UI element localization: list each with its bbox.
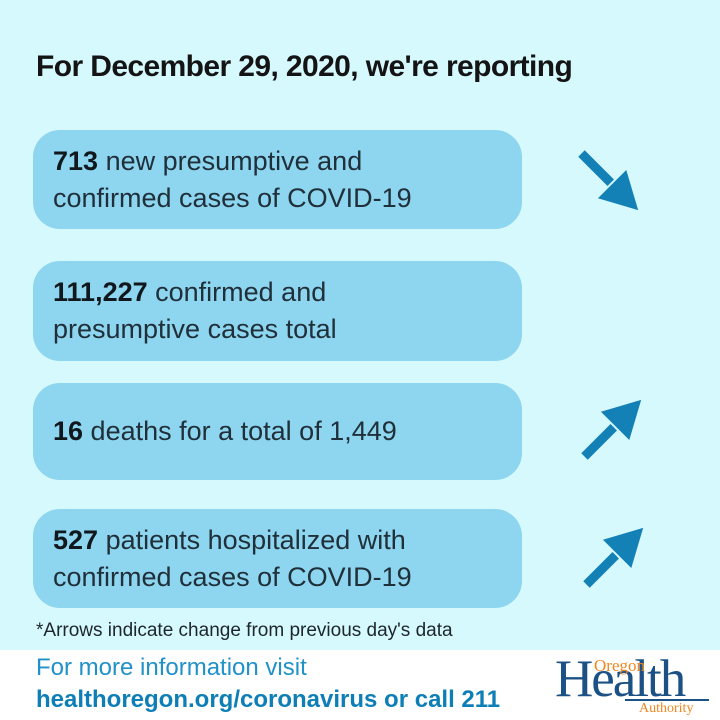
stat-text: 713 new presumptive and confirmed cases … — [53, 143, 412, 217]
oregon-health-authority-logo: Health Oregon Authority — [553, 652, 713, 716]
stat-text: 111,227 confirmed and presumptive cases … — [53, 274, 337, 348]
stat-box-new-cases: 713 new presumptive and confirmed cases … — [33, 130, 522, 229]
trend-up-arrow-icon — [581, 399, 642, 460]
logo-divider-line — [625, 699, 709, 701]
stat-value: 16 — [53, 416, 84, 446]
stat-text: 16 deaths for a total of 1,449 — [53, 413, 397, 450]
stat-value: 111,227 — [53, 277, 148, 307]
stat-label: new presumptive and confirmed cases of C… — [53, 145, 412, 213]
footer-url-text: healthoregon.org/coronavirus or call 211 — [36, 686, 501, 713]
logo-authority-word: Authority — [639, 701, 694, 716]
logo-health-word: Health — [555, 650, 686, 708]
stat-text: 527 patients hospitalized with confirmed… — [53, 522, 412, 596]
stat-box-total-cases: 111,227 confirmed and presumptive cases … — [33, 261, 522, 361]
stat-label: confirmed and presumptive cases total — [53, 277, 337, 344]
trend-up-arrow-icon — [583, 527, 644, 588]
stat-label: deaths for a total of 1,449 — [83, 416, 397, 446]
logo-oregon-word: Oregon — [594, 656, 645, 675]
footer-bar: For more information visit healthoregon.… — [0, 650, 720, 720]
trend-down-arrow-icon — [578, 150, 639, 211]
footer-info-text: For more information visit — [36, 654, 307, 681]
page-title: For December 29, 2020, we're reporting — [36, 50, 573, 83]
stat-label: patients hospitalized with confirmed cas… — [53, 524, 412, 592]
stat-box-hospitalized: 527 patients hospitalized with confirmed… — [33, 509, 522, 608]
arrows-footnote: *Arrows indicate change from previous da… — [36, 620, 453, 641]
stat-value: 527 — [53, 524, 99, 555]
stat-value: 713 — [53, 145, 99, 176]
stat-box-deaths: 16 deaths for a total of 1,449 — [33, 383, 522, 480]
